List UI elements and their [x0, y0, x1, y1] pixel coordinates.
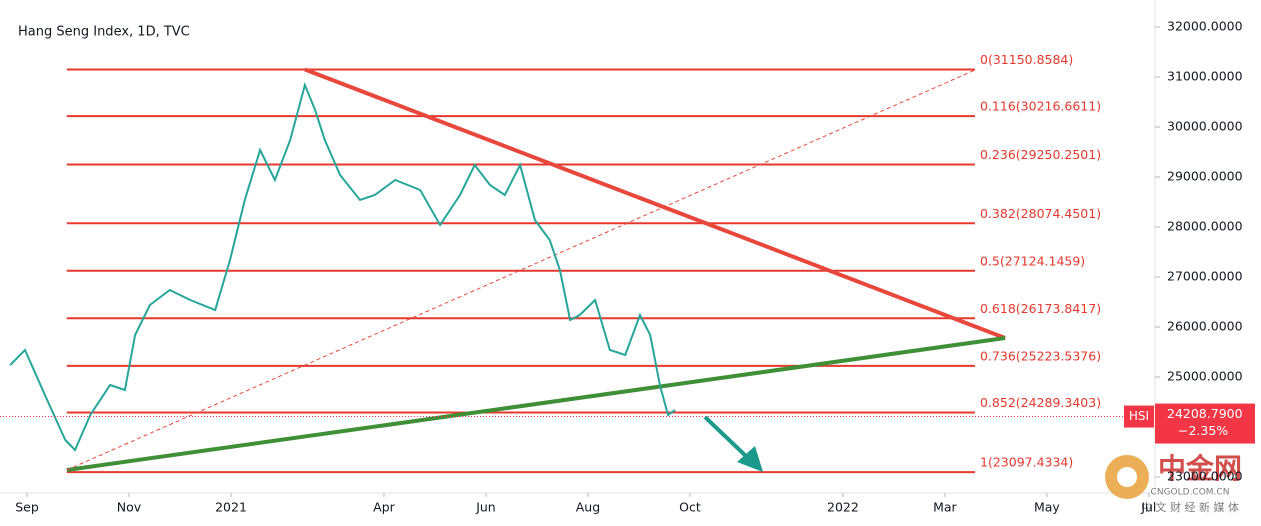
watermark-slogan: 中 文 财 经 新 媒 体	[1141, 500, 1239, 514]
y-tick-label: 31000.0000	[1167, 69, 1243, 84]
trendline	[66, 69, 976, 471]
arrow	[703, 415, 750, 460]
fib-label: 0.618(26173.8417)	[980, 301, 1101, 316]
y-tick-label: 25000.0000	[1167, 369, 1243, 384]
y-tick-label: 32000.0000	[1167, 19, 1243, 34]
y-tick-label: 26000.0000	[1167, 319, 1243, 334]
y-tick-label: 23000.0000	[1167, 469, 1243, 484]
chart-title: Hang Seng Index, 1D, TVC	[18, 25, 190, 40]
fib-label: 0.116(30216.6611)	[980, 99, 1101, 114]
x-tick-label: May	[1034, 500, 1060, 515]
x-tick-label: Oct	[679, 500, 701, 515]
fib-label: 0.5(27124.1459)	[980, 253, 1085, 268]
plot: 0(31150.8584) 0.116(30216.6611) 0.236(2925…	[0, 52, 1155, 474]
trendline	[66, 336, 1006, 472]
watermark-domain: CNGOLD.COM.CN	[1151, 488, 1230, 498]
watermark-logo-inner	[1117, 467, 1137, 487]
fib-label: 0.236(29250.2501)	[980, 147, 1101, 162]
x-tick-label: Sep	[15, 500, 39, 515]
y-tick-label: 30000.0000	[1167, 119, 1243, 134]
x-tick-label: Nov	[117, 500, 142, 515]
x-tick-label: 2021	[215, 500, 247, 515]
x-tick-label: Apr	[373, 500, 395, 515]
price-label: 24208.7900	[1167, 406, 1243, 421]
price-box	[1155, 403, 1255, 444]
x-tick-label: Jul	[1140, 500, 1156, 515]
x-tick-label: 2022	[827, 500, 859, 515]
y-tick-label: 28000.0000	[1167, 219, 1243, 234]
x-tick-label: Mar	[933, 500, 957, 515]
fib-label: 0.382(28074.4501)	[980, 206, 1101, 221]
symbol-box	[1124, 405, 1154, 428]
arrow-head	[737, 446, 763, 472]
price-line	[9, 81, 676, 452]
fib-label: 0.852(24289.3403)	[980, 395, 1101, 410]
change-label: −2.35%	[1178, 423, 1228, 438]
trendline	[304, 67, 1006, 340]
y-tick-label: 29000.0000	[1167, 169, 1243, 184]
x-tick-label: Jun	[475, 500, 496, 515]
watermark: 中金网 CNGOLD.COM.CN 中 文 财 经 新 媒 体	[1105, 452, 1242, 514]
x-tick-label: Aug	[576, 500, 600, 515]
symbol-label: HSI	[1129, 409, 1149, 423]
fib-label: 0(31150.8584)	[980, 52, 1073, 67]
watermark-brand: 中金网	[1158, 452, 1242, 485]
fib-label: 0.736(25223.5376)	[980, 348, 1101, 363]
fib-label: 1(23097.4334)	[980, 455, 1073, 470]
y-tick-label: 27000.0000	[1167, 269, 1243, 284]
